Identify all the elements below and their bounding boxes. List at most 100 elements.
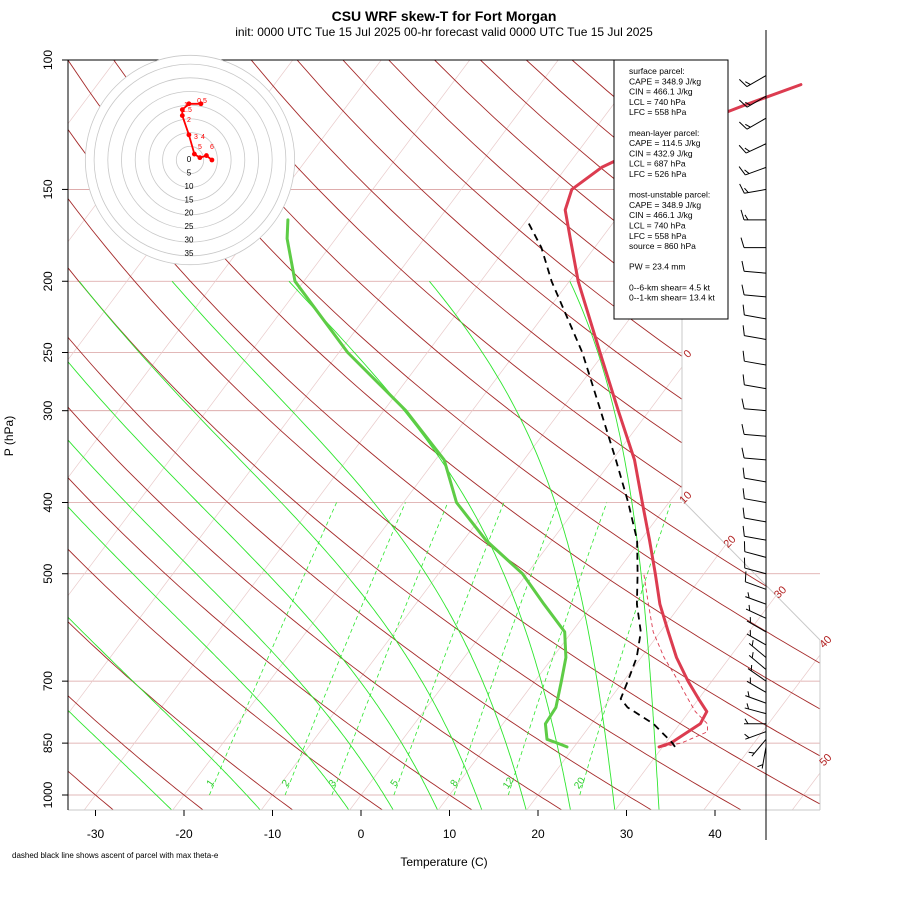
isotherm-label: 20 (721, 533, 738, 550)
hodograph-ring (93, 63, 287, 257)
isotherm-label: 0 (681, 348, 694, 361)
mixing-ratio-line (579, 502, 672, 796)
mixing-ratio-label: 3 (327, 778, 339, 789)
moist-adiabat (68, 281, 173, 810)
dry-adiabat (312, 60, 820, 810)
parcel-info-line: LCL = 740 hPa (629, 221, 686, 231)
wind-barb (748, 640, 767, 658)
mixing-ratio-label: 8 (449, 778, 461, 789)
moist-adiabat (171, 281, 527, 810)
dry-adiabat (68, 60, 743, 810)
mixing-ratio-label: 1 (205, 778, 217, 789)
wind-barb (744, 731, 767, 740)
y-tick-label: 400 (41, 492, 55, 512)
parcel-info-line: most-unstable parcel: (629, 190, 710, 200)
moist-adiabat-lines (68, 280, 660, 810)
y-tick-label: 1000 (41, 781, 55, 808)
dry-adiabat (90, 60, 820, 810)
isotherm-line (68, 60, 584, 810)
series-temperature (563, 83, 803, 749)
dry-adiabat (179, 60, 820, 810)
hodograph-ring (84, 54, 296, 266)
wind-barb (739, 117, 767, 130)
isotherm-label: 30 (772, 584, 789, 601)
hodograph-point-label: 5 (198, 144, 202, 151)
moist-adiabat (68, 281, 394, 810)
dry-adiabat (68, 60, 205, 810)
wind-barb (744, 703, 767, 715)
x-tick-label: 40 (708, 827, 722, 841)
wind-barb (742, 488, 767, 504)
parcel-info-line: CAPE = 114.5 J/kg (629, 138, 701, 148)
wind-barb (741, 447, 767, 461)
dry-adiabat (68, 60, 563, 810)
isotherm-line (880, 26, 900, 810)
hodograph-ring (148, 118, 232, 202)
mixing-ratio-line (393, 502, 505, 796)
y-tick-label: 200 (41, 271, 55, 291)
wind-barb (743, 557, 767, 575)
wind-barb (742, 374, 767, 390)
parcel-info-line: LCL = 687 hPa (629, 159, 686, 169)
dry-adiabat (68, 60, 820, 810)
parcel-info-line: PW = 23.4 mm (629, 262, 685, 272)
mixing-ratio-line (453, 502, 559, 796)
moist-adiabat (68, 281, 262, 810)
x-tick-label: -30 (87, 827, 105, 841)
wind-barb (739, 183, 767, 194)
y-axis-label: P (hPa) (2, 416, 16, 456)
moist-adiabat (68, 281, 439, 810)
isotherm-line (260, 60, 820, 810)
dry-adiabat (68, 60, 653, 810)
parcel-info-line: LCL = 740 hPa (629, 97, 686, 107)
wind-barb (742, 507, 767, 523)
wind-barb (740, 209, 766, 221)
wind-barb (745, 604, 767, 619)
y-tick-label: 300 (41, 400, 55, 420)
hodograph-ring-label: 20 (185, 209, 194, 218)
parcel-info-line: LFC = 526 hPa (629, 169, 687, 179)
series-dewpoint (285, 218, 569, 749)
wind-barb (742, 525, 767, 541)
dry-adiabat (68, 60, 474, 810)
isotherm-line (68, 60, 407, 810)
isotherm-label: 10 (677, 489, 694, 506)
hodograph-ring-label: 35 (185, 249, 194, 258)
wind-barb (742, 325, 767, 340)
moist-adiabat (288, 280, 572, 810)
hodograph-ring-label: 10 (185, 182, 194, 191)
parcel-info-line: 0--6-km shear= 4.5 kt (629, 282, 711, 292)
wind-barb (742, 467, 767, 483)
wind-barb (746, 617, 767, 633)
hodograph-point (209, 157, 215, 163)
x-tick-label: 0 (358, 827, 365, 841)
dry-adiabat (68, 60, 384, 810)
parcel-info-line: mean-layer parcel: (629, 128, 699, 138)
wind-barb (745, 592, 767, 605)
dry-adiabat (224, 60, 820, 810)
mixing-ratio-lines (209, 502, 672, 796)
dry-adiabat (268, 60, 820, 810)
isotherm-line (526, 60, 820, 810)
parcel-info-border (613, 59, 729, 320)
y-tick-label: 100 (41, 50, 55, 70)
x-tick-label: 20 (531, 827, 545, 841)
hodograph-point-label: 1 (184, 102, 188, 109)
wind-barb (745, 691, 767, 704)
parcel-info-line: CAPE = 348.9 J/kg (629, 200, 701, 210)
wind-barb (744, 718, 766, 725)
y-tick-label: 700 (41, 671, 55, 691)
wind-barb (741, 260, 767, 274)
mixing-ratio-labels: 1 2 3 5 8 12 20 (205, 775, 588, 791)
mixing-ratio-line (284, 502, 406, 796)
mixing-ratio-label: 5 (389, 778, 401, 789)
dry-adiabat (68, 60, 820, 810)
wind-barb (742, 304, 767, 320)
wind-barbs (738, 75, 767, 769)
mixing-ratio-label: 20 (572, 775, 588, 791)
hodograph-point (197, 155, 203, 161)
wind-barb (748, 739, 767, 757)
x-tick-label: -10 (264, 827, 282, 841)
